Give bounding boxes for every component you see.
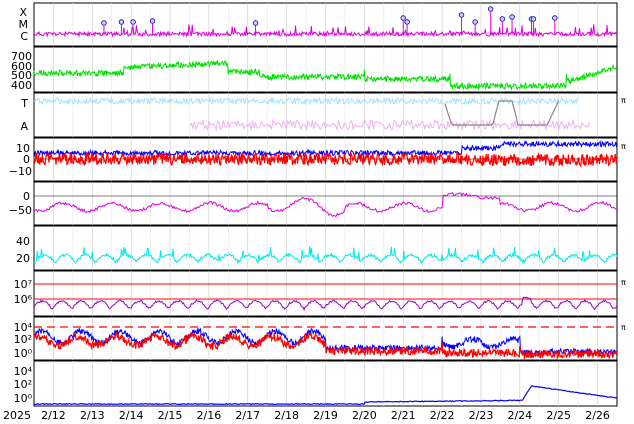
x-date-label: 2/25 bbox=[546, 409, 571, 422]
x-date-label: 2/24 bbox=[507, 409, 532, 422]
flare-marker bbox=[131, 20, 136, 25]
ytick-prot-1e0: 10⁰ bbox=[14, 347, 33, 360]
ytick-hiprot-1e2: 10² bbox=[14, 378, 32, 391]
ytick-C: C bbox=[20, 30, 28, 43]
ytick-400: 400 bbox=[11, 79, 32, 92]
ytick-kp-20: 20 bbox=[16, 252, 30, 265]
x-date-label: 2/19 bbox=[313, 409, 338, 422]
panel-ta-right-label: π bbox=[621, 96, 626, 105]
x-date-label: 2/12 bbox=[41, 409, 66, 422]
flare-marker bbox=[473, 20, 478, 25]
ytick-minus10: −10 bbox=[9, 165, 32, 178]
x-date-label: 2/16 bbox=[197, 409, 222, 422]
flare-marker bbox=[401, 16, 406, 21]
x-date-label: 2/26 bbox=[585, 409, 610, 422]
flare-marker bbox=[253, 21, 258, 26]
flare-marker bbox=[510, 15, 515, 20]
flare-marker bbox=[405, 20, 410, 25]
ytick-elec-1e6: 10⁶ bbox=[14, 293, 33, 306]
panel-ta: T A π bbox=[20, 93, 626, 137]
panel-elec-right-label: π bbox=[621, 278, 626, 287]
panel-kp: 40 20 bbox=[16, 226, 617, 270]
flare-marker bbox=[459, 13, 464, 18]
x-date-label: 2/14 bbox=[119, 409, 144, 422]
x-date-label: 2/22 bbox=[430, 409, 455, 422]
x-date-label: 2/23 bbox=[469, 409, 494, 422]
panel-dst: 0 −50 bbox=[9, 182, 617, 225]
ytick-elec-1e7: 10⁷ bbox=[14, 278, 32, 291]
panel-speed: 700 600 500 400 bbox=[11, 47, 617, 92]
panel-events: X M C bbox=[19, 3, 618, 46]
ytick-dst-minus50: −50 bbox=[9, 204, 32, 217]
ytick-T: T bbox=[20, 97, 28, 110]
flare-marker bbox=[102, 21, 107, 26]
x-date-label: 2/17 bbox=[235, 409, 260, 422]
x-date-label: 2/20 bbox=[352, 409, 377, 422]
x-date-label: 2/18 bbox=[274, 409, 299, 422]
flare-marker bbox=[488, 7, 493, 12]
panel-prot: 10⁴ 10² 10⁰ π bbox=[14, 317, 626, 360]
ytick-hiprot-1e0: 10⁰ bbox=[14, 392, 33, 405]
x-date-labels: 2/12 2/13 2/14 2/15 2/16 2/17 2/18 2/19 2/20 2/21… bbox=[41, 409, 610, 422]
flare-marker bbox=[500, 17, 505, 22]
ytick-hiprot-1e4: 10⁴ bbox=[14, 365, 33, 378]
flare-marker bbox=[553, 16, 558, 21]
ytick-kp-40: 40 bbox=[16, 235, 30, 248]
flare-marker bbox=[150, 19, 155, 24]
panel-hiprot: 10⁴ 10² 10⁰ bbox=[14, 361, 617, 406]
ytick-A: A bbox=[20, 120, 28, 133]
panel-elec: 10⁷ 10⁶ π bbox=[14, 271, 626, 316]
x-axis: 2025 2/12 2/13 2/14 2/15 2/16 2/17 2/18 2/19 2/2… bbox=[3, 409, 610, 422]
panel-bfield: 10 0 −10 π bbox=[9, 138, 626, 181]
panel-prot-right-label: π bbox=[621, 323, 626, 332]
x-date-label: 2/13 bbox=[80, 409, 105, 422]
x-date-label: 2/15 bbox=[158, 409, 183, 422]
flare-marker bbox=[531, 17, 536, 22]
flare-marker bbox=[119, 20, 124, 25]
ytick-prot-1e2: 10² bbox=[14, 333, 32, 346]
x-date-label: 2/21 bbox=[391, 409, 416, 422]
x-year-label: 2025 bbox=[3, 409, 31, 422]
panel-bfield-right-label: π bbox=[621, 142, 626, 151]
ytick-dst-0: 0 bbox=[23, 190, 30, 203]
